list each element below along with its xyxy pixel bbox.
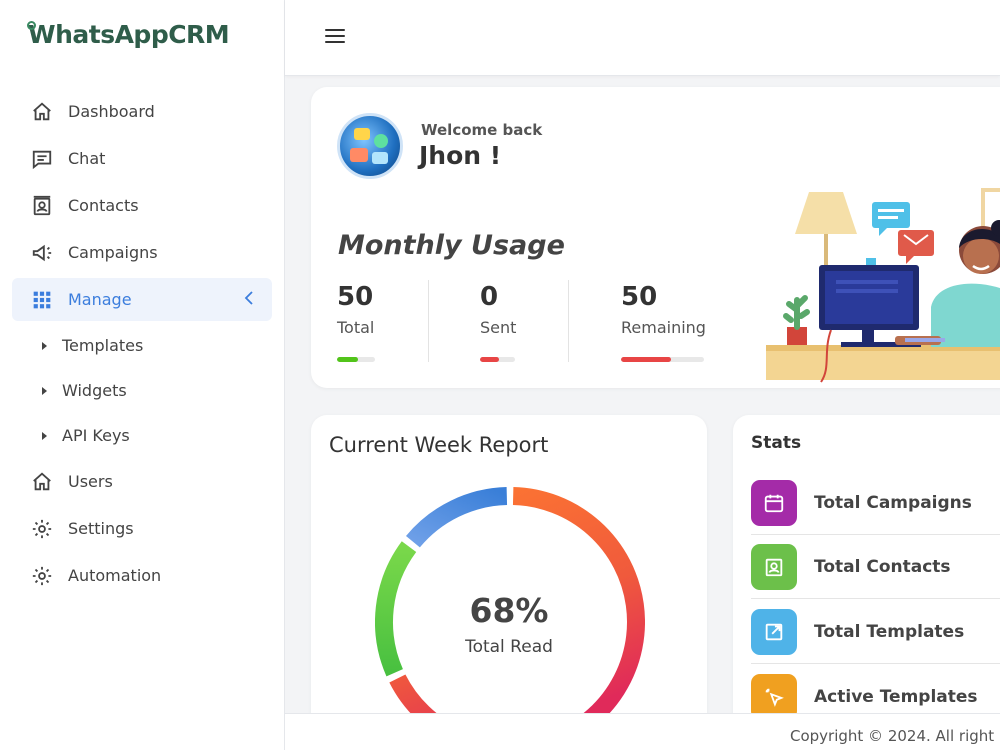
read-donut-chart — [375, 487, 645, 735]
sidebar-item-label: Users — [68, 472, 113, 491]
donut-segment-green — [375, 541, 417, 677]
read-label: Total Read — [465, 637, 553, 657]
sidebar: WhatsAppCRM Dashboard Chat Contacts Camp… — [0, 0, 285, 750]
stat-label: Total Campaigns — [814, 492, 972, 513]
stat-total-templates[interactable]: Total Templates — [751, 600, 1000, 664]
stat-total-contacts[interactable]: Total Contacts — [751, 535, 1000, 599]
stat-label: Active Templates — [814, 687, 978, 707]
sidebar-nav: Dashboard Chat Contacts Campaigns Manage — [12, 90, 272, 601]
stat-label: Total Templates — [814, 621, 965, 642]
sidebar-subitem-label: Templates — [62, 336, 144, 355]
cursor-click-icon — [751, 674, 797, 720]
stats-title: Stats — [751, 433, 802, 453]
usage-sent-value: 0 — [480, 282, 499, 312]
sidebar-item-campaigns[interactable]: Campaigns — [12, 231, 272, 274]
contacts-icon — [30, 194, 54, 218]
grid-icon — [30, 288, 54, 312]
usage-total-value: 50 — [337, 282, 374, 312]
sidebar-subitem-templates[interactable]: Templates — [12, 325, 272, 366]
sidebar-subitem-label: Widgets — [62, 381, 127, 400]
stat-total-campaigns[interactable]: Total Campaigns — [751, 471, 1000, 535]
weekly-report-title: Current Week Report — [329, 433, 549, 457]
divider — [428, 280, 429, 362]
usage-sent-bar-fill — [480, 357, 500, 362]
external-link-icon — [751, 608, 797, 655]
sidebar-item-settings[interactable]: Settings — [12, 507, 272, 550]
monthly-usage-title: Monthly Usage — [338, 230, 565, 261]
sidebar-item-label: Automation — [68, 566, 162, 585]
usage-remaining-label: Remaining — [621, 318, 706, 337]
sidebar-item-chat[interactable]: Chat — [12, 137, 272, 180]
sidebar-item-manage[interactable]: Manage — [12, 278, 272, 321]
usage-sent-label: Sent — [480, 318, 517, 337]
sidebar-subitem-api-keys[interactable]: API Keys — [12, 415, 272, 456]
stat-active-templates[interactable]: Active Templates — [751, 665, 1000, 729]
gear-icon — [30, 517, 54, 541]
sidebar-item-dashboard[interactable]: Dashboard — [12, 90, 272, 133]
stats-card: Stats Total Campaigns Total Contacts Tot… — [733, 415, 1000, 735]
stat-label: Total Contacts — [814, 556, 951, 577]
brand-name: WhatsAppCRM — [28, 20, 230, 49]
brand-logo[interactable]: WhatsAppCRM — [27, 20, 230, 49]
divider — [568, 280, 569, 362]
usage-remaining-bar — [621, 357, 704, 362]
gear-icon — [30, 564, 54, 588]
sidebar-item-label: Manage — [68, 290, 132, 309]
caret-right-icon — [42, 431, 47, 440]
megaphone-icon — [30, 241, 54, 265]
usage-sent-bar — [480, 357, 515, 362]
usage-total-label: Total — [337, 318, 375, 337]
caret-right-icon — [42, 341, 47, 350]
sidebar-item-label: Chat — [68, 149, 106, 168]
menu-toggle-icon[interactable] — [325, 29, 345, 45]
calendar-icon — [751, 479, 797, 526]
user-name: Jhon ! — [419, 141, 502, 170]
donut-segment-blue — [405, 487, 508, 548]
usage-total: 50 Total — [337, 282, 374, 337]
sidebar-subitem-label: API Keys — [62, 426, 130, 445]
weekly-report-card: Current Week Report 68% Total Read — [311, 415, 707, 735]
copyright-text: Copyright © 2024. All right — [790, 727, 995, 745]
logo-mark-icon — [27, 21, 36, 30]
usage-remaining-bar-fill — [621, 357, 671, 362]
avatar[interactable] — [337, 113, 403, 179]
contacts-icon — [751, 543, 797, 590]
sidebar-item-label: Settings — [68, 519, 134, 538]
usage-total-bar-fill — [337, 357, 358, 362]
donut-segment-read — [389, 487, 645, 735]
welcome-card: Welcome back Jhon ! Monthly Usage 50 Tot… — [311, 87, 1000, 388]
read-percentage: 68% — [469, 591, 549, 630]
footer: Copyright © 2024. All right — [285, 713, 1000, 750]
chevron-left-icon[interactable] — [244, 290, 254, 309]
usage-total-bar — [337, 357, 375, 362]
usage-sent: 0 Sent — [480, 282, 516, 337]
sidebar-subitem-widgets[interactable]: Widgets — [12, 370, 272, 411]
home-icon — [30, 470, 54, 494]
sidebar-item-label: Contacts — [68, 196, 139, 215]
topbar — [285, 0, 1000, 76]
welcome-greeting: Welcome back — [421, 121, 543, 139]
workspace-illustration — [766, 188, 1000, 383]
sidebar-item-users[interactable]: Users — [12, 460, 272, 503]
sidebar-item-label: Dashboard — [68, 102, 155, 121]
sidebar-item-automation[interactable]: Automation — [12, 554, 272, 597]
sidebar-item-label: Campaigns — [68, 243, 158, 262]
sidebar-item-contacts[interactable]: Contacts — [12, 184, 272, 227]
usage-remaining-value: 50 — [621, 282, 658, 312]
caret-right-icon — [42, 386, 47, 395]
chat-icon — [30, 147, 54, 171]
usage-remaining: 50 Remaining — [621, 282, 706, 337]
home-icon — [30, 100, 54, 124]
